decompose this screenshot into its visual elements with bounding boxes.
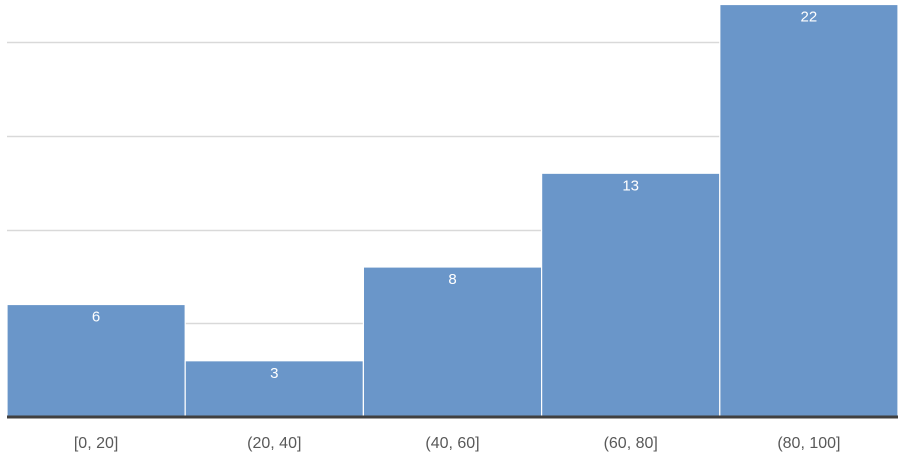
data-labels: 6 3 8 13 22	[92, 9, 817, 382]
bar-2	[362, 266, 543, 418]
data-label-3: 13	[622, 177, 639, 194]
data-label-0: 6	[92, 309, 100, 326]
data-label-1: 3	[270, 365, 278, 382]
bar-3	[540, 172, 721, 418]
data-label-2: 8	[448, 271, 456, 288]
x-tick-label-4: (80, 100]	[777, 435, 840, 452]
x-tick-label-3: (60, 80]	[604, 435, 658, 452]
bars	[6, 3, 898, 418]
x-tick-label-2: (40, 60]	[425, 435, 479, 452]
x-tick-label-0: [0, 20]	[74, 435, 118, 452]
bar-0	[6, 303, 186, 418]
data-label-4: 22	[801, 9, 818, 26]
x-tick-label-1: (20, 40]	[247, 435, 301, 452]
bar-4	[719, 3, 898, 418]
x-tick-labels: [0, 20] (20, 40] (40, 60] (60, 80] (80, 100]	[74, 435, 841, 452]
